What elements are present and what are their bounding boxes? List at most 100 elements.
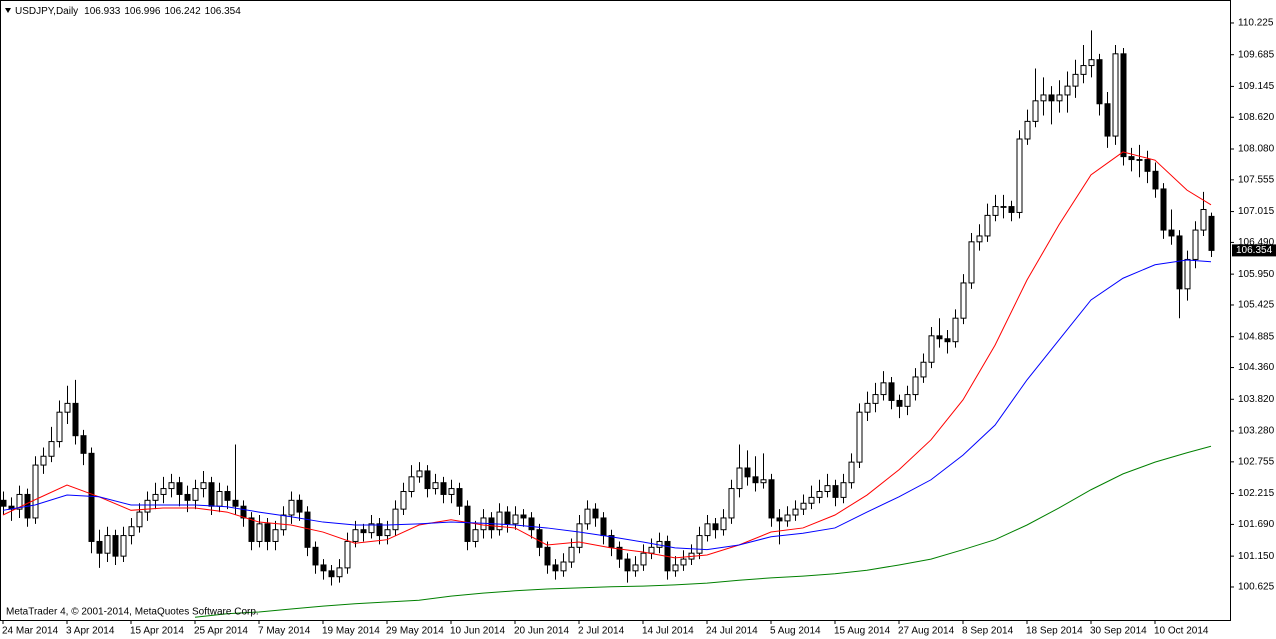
ohlc-close: 106.354 — [205, 6, 242, 17]
candle-body — [784, 514, 791, 522]
candle-body — [400, 491, 407, 510]
x-tick-label: 3 Apr 2014 — [66, 626, 115, 637]
candle-body — [1024, 120, 1031, 140]
plot-area — [0, 30, 1215, 618]
y-tick-label: 100.625 — [1238, 582, 1275, 593]
candle-body — [864, 402, 871, 413]
candle-body — [816, 491, 823, 498]
candle-body — [288, 499, 295, 516]
candle-body — [1088, 59, 1095, 67]
candle-body — [552, 564, 559, 572]
candle-body — [1040, 94, 1047, 102]
x-tick-label: 10 Oct 2014 — [1154, 626, 1209, 637]
candle-body — [624, 558, 631, 572]
y-tick-label: 108.080 — [1238, 144, 1275, 155]
x-tick-label: 29 May 2014 — [386, 626, 444, 637]
candle-body — [1112, 53, 1119, 137]
candle-body — [528, 517, 535, 531]
candle-body — [920, 361, 927, 378]
candle-body — [328, 570, 335, 578]
candle-body — [984, 214, 991, 237]
candle-body — [952, 317, 959, 343]
x-tick-label: 15 Apr 2014 — [130, 626, 184, 637]
candle-body — [144, 499, 151, 513]
candle-body — [80, 435, 87, 454]
candle-body — [360, 529, 367, 534]
candle-body — [1128, 156, 1135, 161]
candle-body — [544, 546, 551, 566]
y-tick-label: 102.215 — [1238, 488, 1275, 499]
x-tick-label: 24 Jul 2014 — [706, 626, 758, 637]
candle-body — [40, 455, 47, 466]
candle-body — [856, 411, 863, 463]
candle-body — [704, 523, 711, 537]
candle-body — [504, 511, 511, 525]
candle-body — [280, 514, 287, 531]
candle-body — [1168, 229, 1175, 237]
candle-body — [536, 529, 543, 548]
x-tick-label: 7 May 2014 — [258, 626, 311, 637]
candle-body — [712, 523, 719, 531]
y-tick-label: 107.015 — [1238, 206, 1275, 217]
menu-triangle — [5, 8, 11, 13]
y-tick-label: 101.690 — [1238, 519, 1275, 530]
candle-body — [1200, 209, 1207, 231]
ohlc-low: 106.242 — [164, 6, 201, 17]
candle-body — [776, 517, 783, 522]
candle-body — [96, 540, 103, 554]
x-tick-label: 25 Apr 2014 — [194, 626, 248, 637]
candle-body — [496, 511, 503, 531]
candle-body — [944, 338, 951, 343]
candle-body — [1176, 235, 1183, 290]
candle-body — [896, 399, 903, 407]
x-tick-label: 18 Sep 2014 — [1026, 626, 1083, 637]
candle-body — [1000, 206, 1007, 208]
candle-body — [744, 467, 751, 478]
candle-body — [736, 467, 743, 490]
candle-body — [424, 470, 431, 490]
candle-body — [168, 482, 175, 490]
y-tick-label: 103.820 — [1238, 394, 1275, 405]
moving-average-line — [2, 151, 1212, 559]
chart-title: USDJPY,Daily — [15, 6, 78, 17]
candle-body — [392, 508, 399, 531]
candle-body — [184, 493, 191, 501]
candle-body — [632, 564, 639, 572]
y-tick-label: 105.425 — [1238, 300, 1275, 311]
candle-body — [1056, 94, 1063, 102]
candle-body — [264, 523, 271, 542]
candle-body — [152, 493, 159, 501]
candle-body — [768, 479, 775, 519]
candle-body — [600, 517, 607, 537]
candle-body — [1104, 103, 1111, 137]
candle-body — [160, 488, 167, 495]
candle-body — [608, 535, 615, 548]
candle-body — [568, 546, 575, 563]
candle-body — [1184, 258, 1191, 290]
candle-body — [240, 505, 247, 519]
candle-body — [976, 235, 983, 243]
candle-body — [0, 499, 7, 507]
candle-body — [824, 485, 831, 493]
candle-body — [192, 488, 199, 501]
candle-body — [904, 394, 911, 407]
candle-body — [1032, 100, 1039, 122]
y-tick-label: 104.885 — [1238, 331, 1275, 342]
candle-body — [216, 491, 223, 507]
candle-body — [648, 546, 655, 554]
y-tick-label: 101.150 — [1238, 551, 1275, 562]
candle-body — [440, 482, 447, 495]
candle-body — [200, 482, 207, 490]
candle-body — [16, 493, 23, 510]
candle-body — [112, 535, 119, 557]
candle-body — [256, 523, 263, 542]
candle-body — [120, 535, 127, 557]
candle-body — [344, 540, 351, 569]
candle-body — [696, 535, 703, 554]
candle-body — [512, 514, 519, 525]
candle-body — [872, 394, 879, 404]
x-tick-label: 30 Sep 2014 — [1090, 626, 1147, 637]
candle-body — [848, 461, 855, 484]
candle-body — [248, 517, 255, 542]
